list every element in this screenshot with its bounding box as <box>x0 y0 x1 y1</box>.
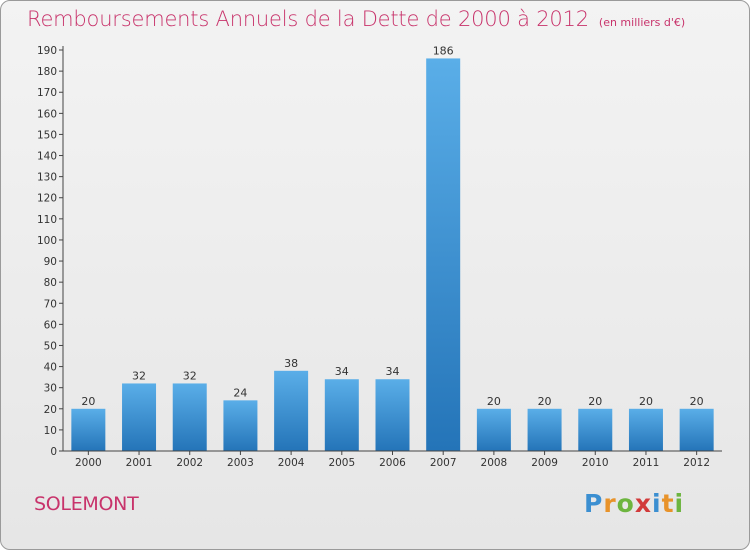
y-tick-label: 130 <box>37 172 57 184</box>
bar <box>172 383 207 451</box>
x-tick-label: 2003 <box>227 457 254 469</box>
x-tick-label: 2008 <box>481 457 508 469</box>
bar <box>71 408 106 451</box>
chart-title-main: Remboursements Annuels de la Dette de 20… <box>27 7 589 31</box>
bar <box>223 400 258 451</box>
bar <box>324 379 359 451</box>
y-tick-label: 110 <box>37 214 57 226</box>
y-tick-label: 160 <box>37 108 57 120</box>
y-tick-label: 100 <box>37 235 57 247</box>
bar <box>274 370 309 451</box>
y-tick-label: 140 <box>37 151 57 163</box>
y-tick-label: 90 <box>44 256 57 268</box>
bar <box>426 58 461 451</box>
bar-value-label: 38 <box>284 357 298 370</box>
y-tick-label: 190 <box>37 45 57 57</box>
bar-value-label: 34 <box>335 365 349 378</box>
y-tick-label: 180 <box>37 66 57 78</box>
y-tick-label: 0 <box>50 446 57 458</box>
bar <box>628 408 663 451</box>
bars-group: 20 32 32 24 38 34 34 186 20 20 20 20 20 <box>71 44 714 451</box>
bar-value-label: 34 <box>386 365 400 378</box>
bar-value-label: 20 <box>690 395 704 408</box>
bar-value-label: 24 <box>233 386 247 399</box>
y-tick-label: 40 <box>44 362 57 374</box>
y-tick-label: 10 <box>44 425 57 437</box>
bar <box>375 379 410 451</box>
bar-value-label: 20 <box>538 395 552 408</box>
bar <box>476 408 511 451</box>
bar <box>527 408 562 451</box>
bar-value-label: 20 <box>588 395 602 408</box>
x-tick-label: 2009 <box>531 457 558 469</box>
y-tick-label: 60 <box>44 319 57 331</box>
y-tick-label: 20 <box>44 404 57 416</box>
x-tick-label: 2001 <box>126 457 153 469</box>
x-tick-label: 2012 <box>683 457 710 469</box>
x-tick-label: 2007 <box>430 457 457 469</box>
x-tick-label: 2002 <box>176 457 203 469</box>
chart-title-unit: (en milliers d'€) <box>598 16 686 29</box>
bar-value-label: 186 <box>433 44 454 57</box>
y-tick-label: 150 <box>37 129 57 141</box>
bar-value-label: 20 <box>639 395 653 408</box>
bar <box>679 408 714 451</box>
bar-value-label: 32 <box>132 369 146 382</box>
bar <box>122 383 157 451</box>
y-tick-label: 50 <box>44 340 57 352</box>
commune-name: SOLEMONT <box>34 493 139 515</box>
bar-value-label: 32 <box>183 369 197 382</box>
x-tick-label: 2005 <box>328 457 355 469</box>
chart-title: Remboursements Annuels de la Dette de 20… <box>27 7 685 31</box>
bar <box>578 408 613 451</box>
y-tick-label: 70 <box>44 298 57 310</box>
x-tick-label: 2000 <box>75 457 102 469</box>
x-tick-label: 2006 <box>379 457 406 469</box>
y-tick-label: 80 <box>44 277 57 289</box>
y-tick-label: 120 <box>37 193 57 205</box>
y-axis: 0 10 20 30 40 50 60 70 80 90 100 110 120 130 140 150 160… <box>37 45 64 458</box>
proxiti-logo: Proxiti <box>584 489 685 518</box>
x-axis: 2000 2001 2002 2003 2004 2005 2006 2007 2008 2009… <box>63 450 722 469</box>
bar-value-label: 20 <box>81 395 95 408</box>
x-tick-label: 2004 <box>278 457 305 469</box>
x-tick-label: 2011 <box>633 457 660 469</box>
y-tick-label: 30 <box>44 383 57 395</box>
y-tick-label: 170 <box>37 87 57 99</box>
x-tick-label: 2010 <box>582 457 609 469</box>
bar-value-label: 20 <box>487 395 501 408</box>
